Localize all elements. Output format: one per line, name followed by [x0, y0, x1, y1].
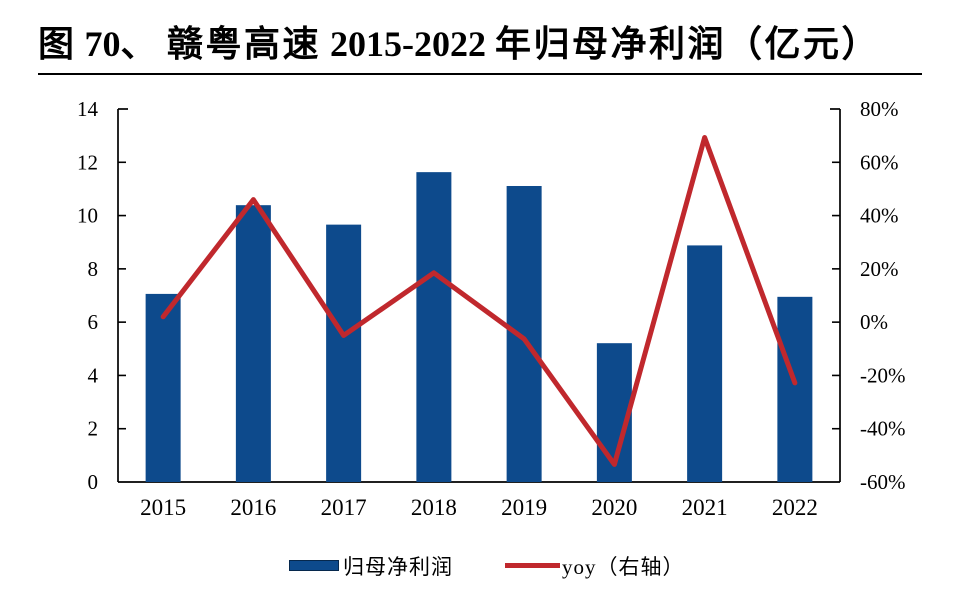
svg-text:80%: 80%	[860, 97, 899, 121]
svg-text:8: 8	[88, 257, 99, 281]
svg-text:-40%: -40%	[860, 417, 906, 441]
svg-text:-60%: -60%	[860, 470, 906, 494]
svg-text:20%: 20%	[860, 257, 899, 281]
svg-text:-20%: -20%	[860, 363, 906, 387]
svg-text:4: 4	[88, 363, 99, 387]
svg-text:40%: 40%	[860, 204, 899, 228]
svg-text:0%: 0%	[860, 310, 888, 334]
svg-text:2015: 2015	[140, 495, 186, 520]
svg-text:10: 10	[77, 204, 98, 228]
svg-text:2: 2	[88, 417, 99, 441]
svg-text:2016: 2016	[230, 495, 276, 520]
svg-text:14: 14	[77, 97, 99, 121]
svg-text:2019: 2019	[501, 495, 547, 520]
svg-text:60%: 60%	[860, 150, 899, 174]
svg-text:2021: 2021	[682, 495, 728, 520]
svg-text:2018: 2018	[411, 495, 457, 520]
svg-text:2022: 2022	[772, 495, 818, 520]
svg-text:2020: 2020	[591, 495, 637, 520]
svg-text:2017: 2017	[321, 495, 367, 520]
svg-text:12: 12	[77, 150, 98, 174]
svg-text:6: 6	[88, 310, 99, 334]
svg-text:0: 0	[88, 470, 99, 494]
